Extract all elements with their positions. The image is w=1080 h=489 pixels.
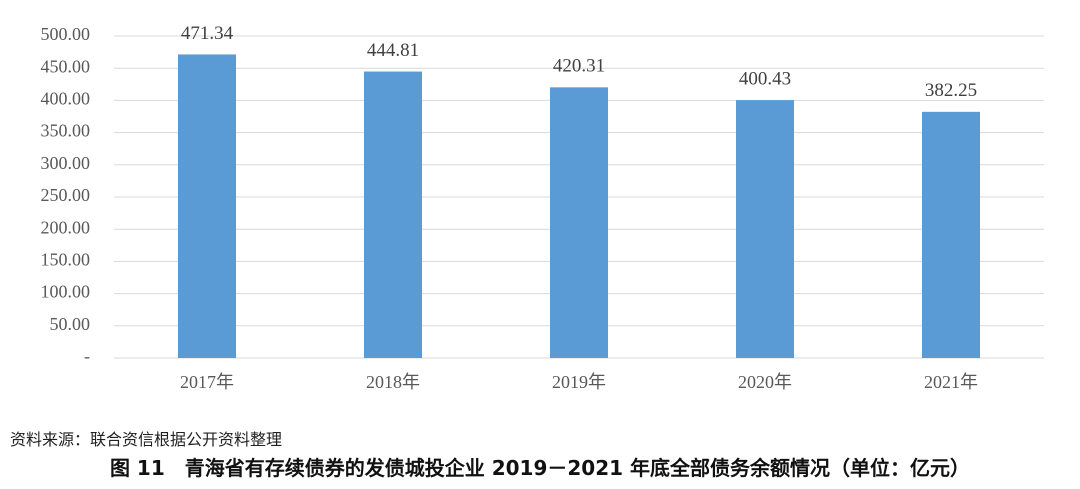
y-tick-label: 450.00 xyxy=(41,56,91,76)
x-tick-label: 2021年 xyxy=(924,372,978,392)
bar xyxy=(736,100,794,358)
x-tick-label: 2020年 xyxy=(738,372,792,392)
data-label: 420.31 xyxy=(553,56,605,77)
data-label: 382.25 xyxy=(925,80,977,101)
y-tick-label: 300.00 xyxy=(41,153,91,173)
y-tick-label: - xyxy=(84,346,90,366)
bar xyxy=(364,71,422,358)
y-tick-label: 100.00 xyxy=(41,282,91,302)
bar xyxy=(178,54,236,359)
data-label: 400.43 xyxy=(739,68,791,89)
y-tick-label: 250.00 xyxy=(41,185,91,205)
data-label: 471.34 xyxy=(181,23,234,44)
y-tick-label: 500.00 xyxy=(41,24,91,44)
y-tick-label: 400.00 xyxy=(41,89,91,109)
chart: - 50.00 100.00 150.00 200.00 250.00 300.00 350.… xyxy=(41,23,1044,392)
source-note: 资料来源：联合资信根据公开资料整理 xyxy=(10,430,283,449)
y-tick-label: 150.00 xyxy=(41,250,91,270)
y-tick-label: 350.00 xyxy=(41,121,91,141)
bar xyxy=(922,111,980,359)
y-tick-label: 200.00 xyxy=(41,217,91,237)
data-label: 444.81 xyxy=(367,40,419,61)
caption: 图 11 青海省有存续债券的发债城投企业 2019－2021 年底全部债务余额情… xyxy=(109,456,971,480)
bar xyxy=(550,87,608,358)
x-tick-label: 2019年 xyxy=(552,372,606,392)
x-tick-label: 2018年 xyxy=(366,372,420,392)
x-tick-label: 2017年 xyxy=(180,372,234,392)
y-tick-label: 50.00 xyxy=(50,314,91,334)
